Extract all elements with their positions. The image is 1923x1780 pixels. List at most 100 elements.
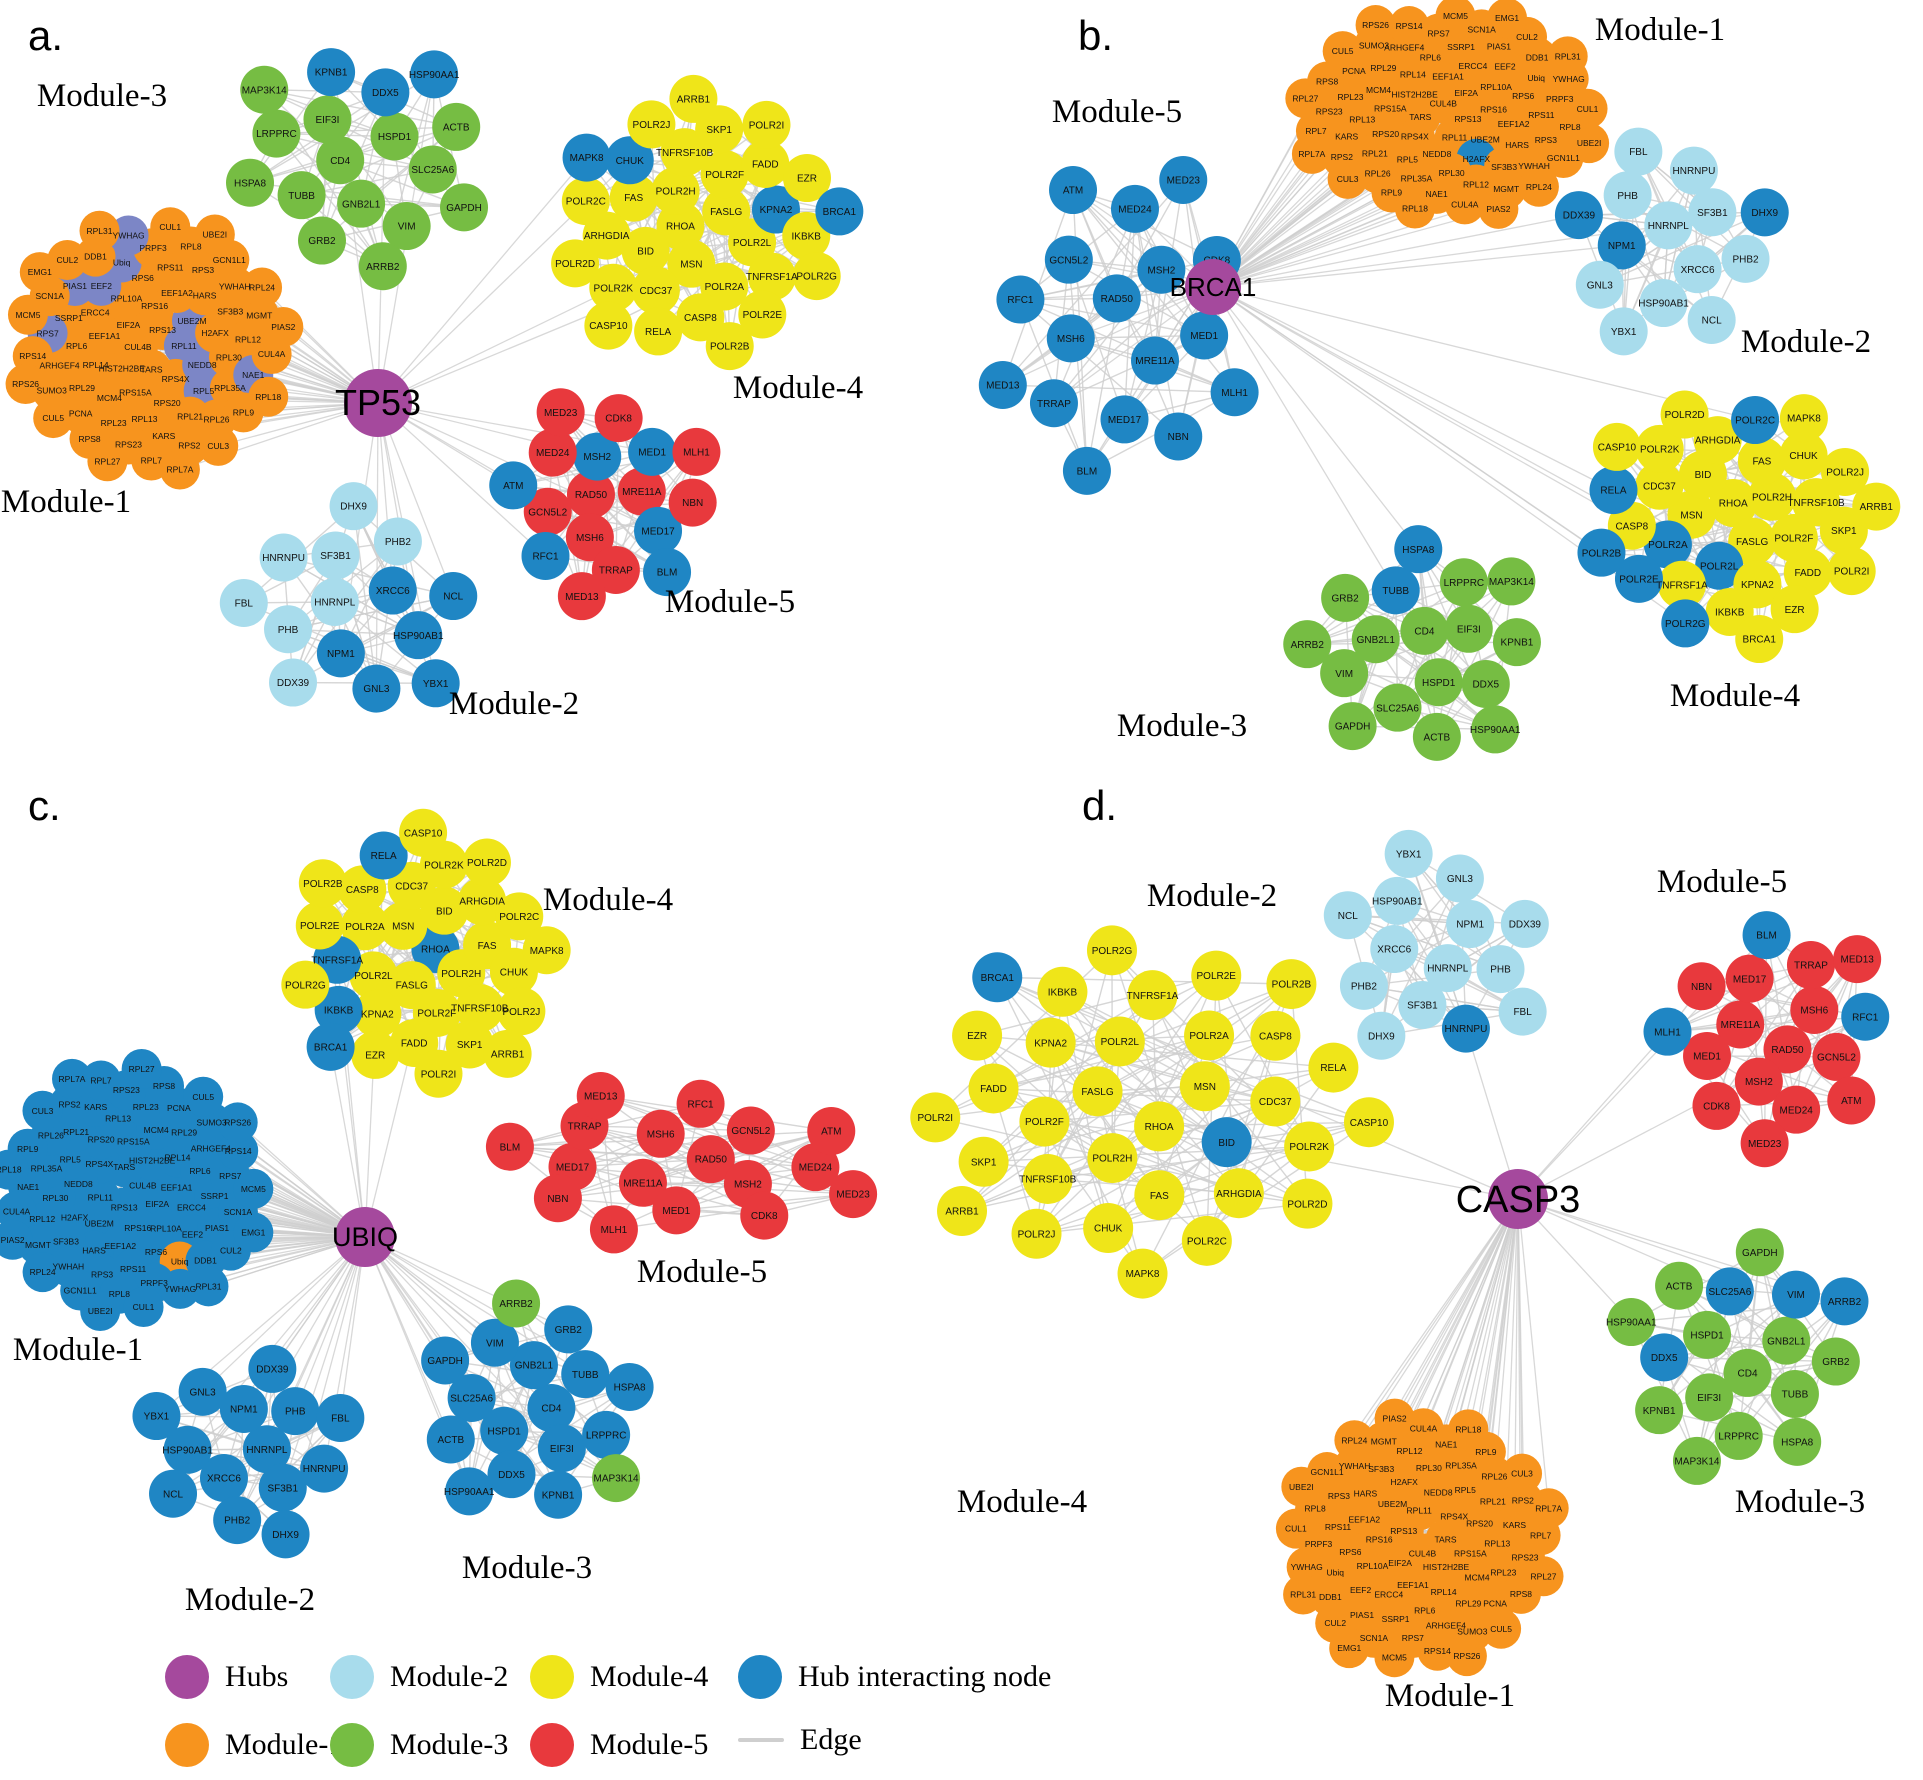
panel-c: c.RHOAFASLGMSNPOLR2HPOLR2LBIDPOLR2FPOLR2… [0, 782, 877, 1618]
node-label-TNFRSF10B: TNFRSF10B [1787, 498, 1845, 509]
node-label-CUL2: CUL2 [1324, 1618, 1346, 1628]
node-label-RPL12: RPL12 [1397, 1446, 1423, 1456]
node-label-H2AFX: H2AFX [61, 1213, 89, 1223]
node-label-BLM: BLM [1077, 466, 1098, 477]
node-label-ARRB1: ARRB1 [945, 1207, 979, 1218]
edge [284, 558, 454, 596]
hub-label-CASP3: CASP3 [1456, 1179, 1581, 1221]
module-label-c-module-1: Module-1 [13, 1332, 143, 1368]
node-label-KPNA2: KPNA2 [760, 205, 793, 216]
node-label-BLM: BLM [500, 1142, 521, 1153]
node-label-HSPD1: HSPD1 [488, 1426, 522, 1437]
node-label-MED1: MED1 [662, 1206, 690, 1217]
node-label-RPL13: RPL13 [1349, 114, 1375, 124]
node-label-MAP3K14: MAP3K14 [594, 1474, 639, 1485]
node-label-MED23: MED23 [544, 408, 578, 419]
node-label-PIAS2: PIAS2 [1383, 1414, 1407, 1424]
node-label-RFC1: RFC1 [1852, 1012, 1879, 1023]
hub-edge [1213, 287, 1601, 553]
node-label-DDX5: DDX5 [372, 88, 399, 99]
node-label-NBN: NBN [1168, 432, 1189, 443]
node-label-MAP3K14: MAP3K14 [1674, 1457, 1719, 1468]
node-label-TARS: TARS [1409, 112, 1431, 122]
node-label-ARRB1: ARRB1 [491, 1049, 525, 1060]
node-label-RHOA: RHOA [1719, 499, 1748, 510]
node-label-TRRAP: TRRAP [568, 1122, 602, 1133]
module-label-d-module-5: Module-5 [1657, 864, 1787, 900]
node-label-MSN: MSN [1680, 510, 1702, 521]
node-label-MSH6: MSH6 [1057, 334, 1085, 345]
node-label-SKP1: SKP1 [706, 125, 732, 136]
node-label-PHB2: PHB2 [1732, 254, 1759, 265]
node-label-SF3B3: SF3B3 [1368, 1464, 1394, 1474]
node-label-FASLG: FASLG [396, 981, 428, 992]
node-label-RPS15A: RPS15A [117, 1136, 150, 1146]
node-label-HSP90AB1: HSP90AB1 [162, 1445, 213, 1456]
module-label-c-module-2: Module-2 [185, 1582, 315, 1618]
node-label-TNFRSF1A: TNFRSF1A [1127, 991, 1179, 1002]
panel-b: b.CUL4BRPS13TARSEIF2ARPL11HIST2H2BERPS16… [979, 0, 1900, 761]
node-label-MED1: MED1 [1693, 1052, 1721, 1063]
node-label-RPS4X: RPS4X [85, 1159, 113, 1169]
node-label-RPS16: RPS16 [1480, 104, 1507, 114]
node-label-CUL1: CUL1 [133, 1302, 155, 1312]
node-label-TARS: TARS [1434, 1534, 1456, 1544]
node-label-RPL29: RPL29 [1455, 1598, 1481, 1608]
node-label-FADD: FADD [401, 1039, 428, 1050]
node-label-POLR2K: POLR2K [594, 283, 634, 294]
node-label-KPNB1: KPNB1 [1501, 638, 1534, 649]
node-label-RPS2: RPS2 [1512, 1496, 1534, 1506]
node-label-POLR2L: POLR2L [1700, 561, 1739, 572]
node-label-RPL9: RPL9 [233, 407, 255, 417]
node-label-RPL14: RPL14 [1400, 70, 1426, 80]
node-label-ACTB: ACTB [1424, 732, 1451, 743]
node-label-Ubiq: Ubiq [171, 1257, 189, 1267]
node-label-RPL23: RPL23 [1490, 1567, 1516, 1577]
hub-interacting-swatch-icon [738, 1655, 782, 1699]
node-label-FBL: FBL [1513, 1007, 1532, 1018]
node-label-UBE2M: UBE2M [1471, 135, 1500, 145]
node-label-CHUK: CHUK [1094, 1224, 1123, 1235]
node-label-RPS14: RPS14 [1424, 1646, 1451, 1656]
node-label-MSH2: MSH2 [583, 452, 611, 463]
node-label-TNFRSF10B: TNFRSF10B [656, 148, 714, 159]
module-label-a-module-2: Module-2 [449, 686, 579, 722]
node-label-FBL: FBL [331, 1414, 350, 1425]
node-label-RPS11: RPS11 [120, 1264, 147, 1274]
node-label-SF3B3: SF3B3 [217, 307, 243, 317]
node-label-HNRNPL: HNRNPL [314, 598, 356, 609]
node-label-DDX5: DDX5 [1651, 1353, 1678, 1364]
node-label-TNFRSF10B: TNFRSF10B [1019, 1175, 1077, 1186]
node-label-CUL4B: CUL4B [1409, 1548, 1437, 1558]
panel-letter-d: d. [1082, 782, 1117, 829]
node-label-YBX1: YBX1 [423, 679, 449, 690]
node-label-MED17: MED17 [1108, 415, 1142, 426]
node-label-UBE2M: UBE2M [177, 316, 206, 326]
node-label-RPL14: RPL14 [83, 360, 109, 370]
node-label-CUL4A: CUL4A [1451, 199, 1479, 209]
node-label-EEF1A1: EEF1A1 [89, 331, 121, 341]
node-label-RHOA: RHOA [1145, 1122, 1174, 1133]
node-label-CDC37: CDC37 [1259, 1097, 1292, 1108]
hub-edge [1213, 287, 1396, 590]
node-label-MED17: MED17 [1733, 974, 1767, 985]
panel-a: a.CUL4BRPS13TARSEIF2ARPL11HIST2H2BERPS16… [1, 12, 863, 722]
node-label-CUL2: CUL2 [1516, 32, 1538, 42]
node-label-RPL31: RPL31 [1555, 51, 1581, 61]
node-label-RELA: RELA [645, 327, 671, 338]
legend-label: Module-4 [590, 1660, 708, 1694]
node-label-RPS4X: RPS4X [162, 374, 190, 384]
node-label-HSP90AA1: HSP90AA1 [444, 1487, 495, 1498]
node-label-CASP8: CASP8 [1615, 521, 1648, 532]
node-label-XRCC6: XRCC6 [376, 586, 410, 597]
node-label-MED24: MED24 [799, 1163, 833, 1174]
node-label-SKP1: SKP1 [457, 1040, 483, 1051]
node-label-CUL5: CUL5 [1490, 1624, 1512, 1634]
node-label-MLH1: MLH1 [1221, 388, 1248, 399]
node-label-FASLG: FASLG [1081, 1087, 1113, 1098]
node-label-GCN5L2: GCN5L2 [731, 1126, 770, 1137]
node-label-KPNA2: KPNA2 [1034, 1038, 1067, 1049]
node-label-NBN: NBN [547, 1194, 568, 1205]
node-label-RPL31: RPL31 [87, 226, 113, 236]
